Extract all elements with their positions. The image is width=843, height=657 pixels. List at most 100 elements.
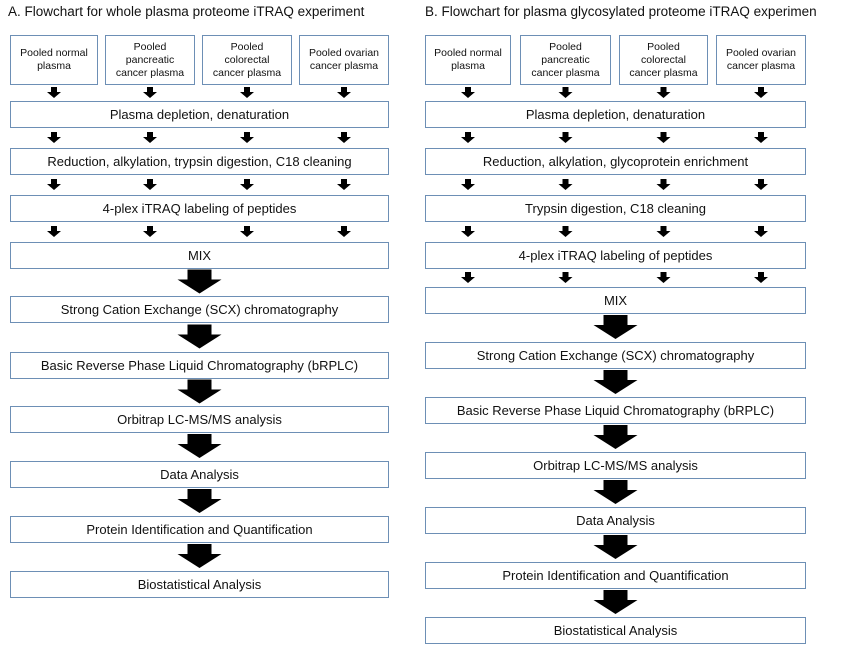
step-box: Protein Identification and Quantificatio… xyxy=(425,562,806,589)
arrow xyxy=(593,480,638,504)
arrow xyxy=(47,226,61,237)
arrow xyxy=(656,226,671,237)
arrow xyxy=(240,87,254,98)
arrow xyxy=(558,226,573,237)
sample-label-line: colorectal xyxy=(224,53,270,66)
step-box: Plasma depletion, denaturation xyxy=(10,101,389,128)
step-box: Strong Cation Exchange (SCX) chromatogra… xyxy=(425,342,806,369)
arrow xyxy=(177,324,222,349)
step-box: MIX xyxy=(425,287,806,314)
arrow xyxy=(593,315,638,339)
arrow xyxy=(558,87,573,98)
sample-label-line: Pooled xyxy=(549,40,582,53)
step-box: Protein Identification and Quantificatio… xyxy=(10,516,389,543)
arrow xyxy=(177,379,222,404)
arrow xyxy=(461,132,475,143)
arrow xyxy=(240,132,254,143)
step-box: Basic Reverse Phase Liquid Chromatograph… xyxy=(10,352,389,379)
arrow xyxy=(177,489,222,513)
sample-label-line: Pooled xyxy=(133,40,167,53)
arrow xyxy=(754,132,768,143)
arrow xyxy=(337,87,351,98)
arrow xyxy=(337,132,351,143)
arrow xyxy=(558,132,573,143)
arrow xyxy=(593,590,638,614)
arrow xyxy=(240,226,254,237)
sample-box: Pooled colorectal cancer plasma xyxy=(619,35,708,85)
sample-label-line: cancer plasma xyxy=(309,60,379,72)
arrow xyxy=(143,87,157,98)
arrow xyxy=(143,132,157,143)
step-box: MIX xyxy=(10,242,389,269)
arrow xyxy=(240,179,254,190)
arrow xyxy=(47,132,61,143)
arrow xyxy=(47,87,61,98)
sample-label-line: plasma xyxy=(451,60,485,72)
step-box: Reduction, alkylation, glycoprotein enri… xyxy=(425,148,806,175)
panel-title: B. Flowchart for plasma glycosylated pro… xyxy=(425,4,817,19)
arrow xyxy=(461,87,475,98)
sample-label-line: cancer plasma xyxy=(212,66,282,79)
sample-box: Pooled normal plasma xyxy=(425,35,511,85)
arrow xyxy=(143,226,157,237)
arrow xyxy=(143,179,157,190)
sample-label-line: Pooled normal xyxy=(434,47,502,59)
arrow xyxy=(656,179,671,190)
arrow xyxy=(461,179,475,190)
sample-box: Pooled normal plasma xyxy=(10,35,98,85)
arrow xyxy=(177,544,222,568)
step-box: 4-plex iTRAQ labeling of peptides xyxy=(425,242,806,269)
arrow xyxy=(558,179,573,190)
sample-label-line: Pooled xyxy=(230,40,264,53)
sample-label-line: Pooled ovarian xyxy=(725,47,797,59)
arrow xyxy=(593,535,638,559)
arrow xyxy=(461,272,475,283)
arrow xyxy=(754,272,768,283)
sample-label-line: pancreatic xyxy=(125,53,175,66)
arrow xyxy=(558,272,573,283)
step-box: Plasma depletion, denaturation xyxy=(425,101,806,128)
sample-label-line: plasma xyxy=(37,60,71,72)
arrow xyxy=(754,179,768,190)
step-box: Reduction, alkylation, trypsin digestion… xyxy=(10,148,389,175)
step-box: Orbitrap LC-MS/MS analysis xyxy=(10,406,389,433)
arrow xyxy=(177,434,222,458)
sample-box: Pooled ovarian cancer plasma xyxy=(716,35,806,85)
arrow xyxy=(754,87,768,98)
step-box: Data Analysis xyxy=(10,461,389,488)
arrow xyxy=(656,87,671,98)
sample-label-line: colorectal xyxy=(641,53,686,66)
arrow xyxy=(337,226,351,237)
sample-label-line: cancer plasma xyxy=(629,66,698,79)
arrow xyxy=(461,226,475,237)
sample-label-line: cancer plasma xyxy=(115,66,185,79)
sample-label-line: Pooled ovarian xyxy=(308,47,380,59)
sample-label-line: cancer plasma xyxy=(726,60,796,72)
arrow xyxy=(656,132,671,143)
sample-box: Pooled pancreatic cancer plasma xyxy=(520,35,611,85)
step-box: Biostatistical Analysis xyxy=(425,617,806,644)
step-box: Basic Reverse Phase Liquid Chromatograph… xyxy=(425,397,806,424)
step-box: Orbitrap LC-MS/MS analysis xyxy=(425,452,806,479)
arrow xyxy=(337,179,351,190)
arrow xyxy=(177,269,222,294)
arrow xyxy=(593,370,638,394)
step-box: Strong Cation Exchange (SCX) chromatogra… xyxy=(10,296,389,323)
arrow xyxy=(754,226,768,237)
step-box: Trypsin digestion, C18 cleaning xyxy=(425,195,806,222)
sample-box: Pooled pancreatic cancer plasma xyxy=(105,35,195,85)
sample-label-line: Pooled normal xyxy=(20,47,88,59)
arrow xyxy=(656,272,671,283)
sample-box: Pooled colorectal cancer plasma xyxy=(202,35,292,85)
arrow xyxy=(593,425,638,449)
sample-label-line: pancreatic xyxy=(541,53,590,66)
sample-label-line: Pooled xyxy=(647,40,680,53)
panel-title: A. Flowchart for whole plasma proteome i… xyxy=(8,4,365,19)
step-box: 4-plex iTRAQ labeling of peptides xyxy=(10,195,389,222)
step-box: Data Analysis xyxy=(425,507,806,534)
sample-label-line: cancer plasma xyxy=(531,66,600,79)
arrow xyxy=(47,179,61,190)
step-box: Biostatistical Analysis xyxy=(10,571,389,598)
